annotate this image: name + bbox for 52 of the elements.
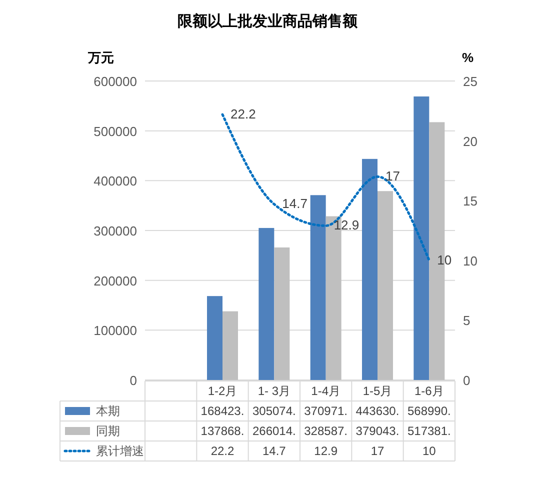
- y2-tick-label: 15: [463, 194, 478, 209]
- data-label: 266014.: [252, 424, 296, 438]
- data-label: 168423.: [200, 404, 244, 418]
- data-label: 328587.: [304, 424, 348, 438]
- data-label: 17: [370, 444, 384, 458]
- x-tick-label: 1-6月: [414, 384, 444, 398]
- y-tick-label: 100000: [94, 323, 137, 338]
- x-tick-label: 1-4月: [311, 384, 341, 398]
- data-label: 10: [422, 444, 436, 458]
- data-label: 568990.: [407, 404, 451, 418]
- y2-tick-label: 25: [463, 74, 478, 89]
- legend-label: 累计增速: [96, 444, 144, 458]
- bar: [378, 191, 393, 380]
- data-label: 14.7: [262, 444, 286, 458]
- y-tick-label: 400000: [94, 174, 137, 189]
- bar: [274, 247, 290, 380]
- x-tick-label: 1-5月: [362, 384, 392, 398]
- x-tick-label: 1- 3月: [258, 384, 291, 398]
- y-tick-label: 500000: [94, 124, 137, 139]
- text: 12.9: [334, 218, 360, 233]
- legend-label: 同期: [96, 424, 120, 438]
- x-tick-label: 1-2月: [208, 384, 238, 398]
- text: 22.2: [230, 106, 256, 122]
- bar: [222, 311, 238, 380]
- data-label: 443630.: [356, 404, 400, 418]
- bar: [258, 228, 274, 380]
- data-label: 12.9: [314, 444, 338, 458]
- y2-axis-title: %: [462, 50, 474, 65]
- text: 17: [386, 168, 400, 184]
- y2-tick-label: 20: [463, 134, 478, 149]
- y-tick-label: 300000: [94, 224, 137, 238]
- data-label: 137868.: [200, 424, 244, 438]
- chart-title: 限额以上批发业商品销售额: [178, 12, 358, 30]
- legend-label: 本期: [96, 404, 120, 418]
- bar: [414, 96, 430, 380]
- y-tick-label: 0: [130, 373, 137, 388]
- data-label: 517381.: [407, 424, 451, 438]
- y2-tick-label: 10: [463, 253, 478, 268]
- y-tick-label: 600000: [94, 74, 137, 89]
- data-label: 22.2: [210, 444, 234, 458]
- text: 10: [437, 252, 452, 268]
- data-label: 370971.: [304, 404, 348, 418]
- bar: [207, 296, 222, 380]
- y-tick-label: 200000: [94, 273, 137, 288]
- text: 14.7: [282, 196, 308, 212]
- bar: [362, 158, 378, 380]
- bar: [310, 195, 326, 380]
- y2-tick-label: 5: [463, 313, 470, 328]
- data-label: 379043.: [356, 424, 400, 438]
- data-label: 305074.: [252, 404, 296, 418]
- y2-tick-label: 0: [463, 373, 470, 388]
- y-axis-title: 万元: [87, 50, 114, 65]
